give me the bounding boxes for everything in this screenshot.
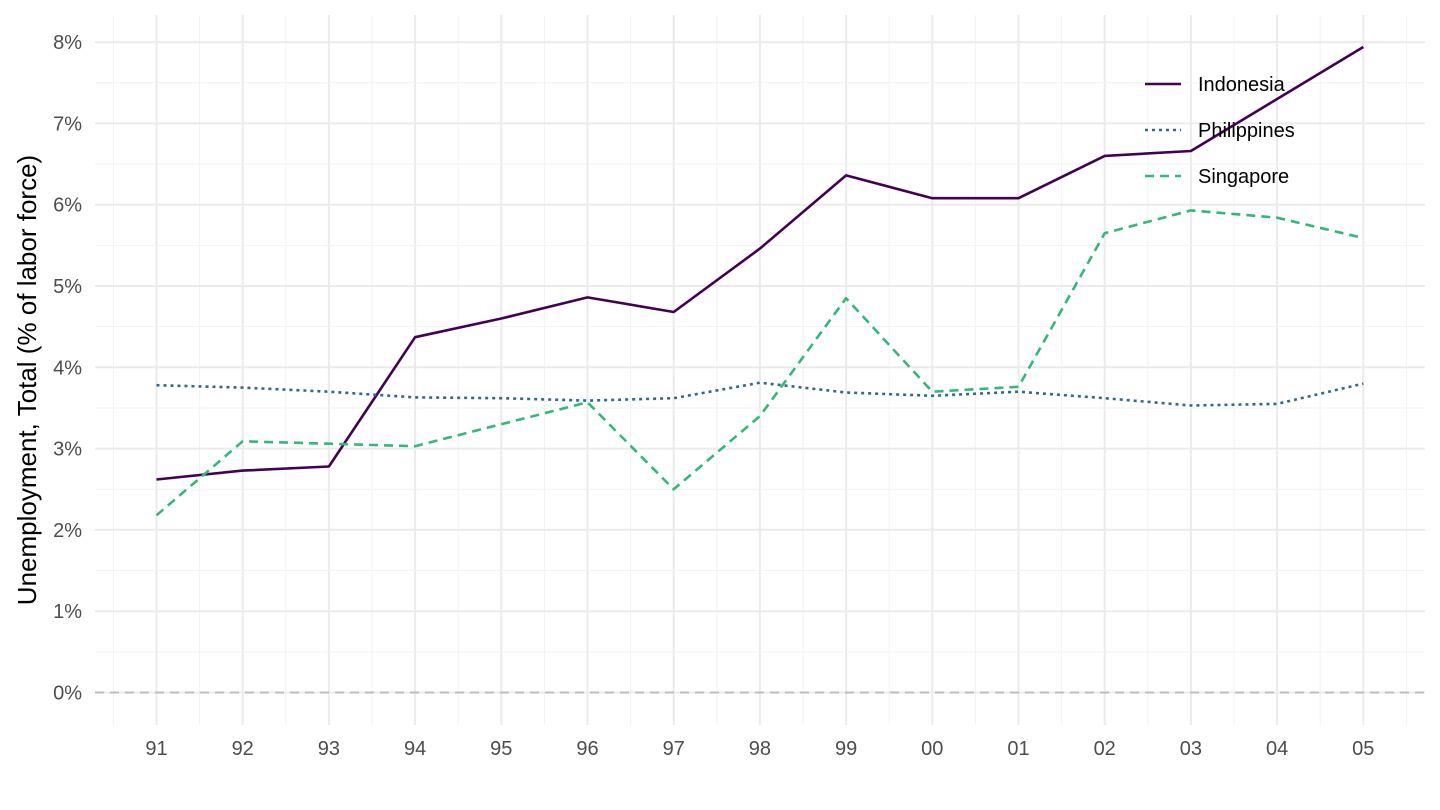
x-tick-label: 91	[145, 738, 167, 760]
x-tick-label: 92	[232, 738, 254, 760]
legend-label: Indonesia	[1198, 74, 1286, 96]
x-tick-label: 97	[663, 738, 685, 760]
y-tick-label: 2%	[53, 520, 82, 542]
y-tick-label: 4%	[53, 357, 82, 379]
y-tick-label: 1%	[53, 601, 82, 623]
grid	[95, 15, 1425, 725]
y-tick-label: 6%	[53, 195, 82, 217]
x-tick-label: 98	[749, 738, 771, 760]
series-line-indonesia	[156, 45, 1364, 481]
x-axis-tick-labels: 91 92 93 94 95 96 97 98 99 00 01 02 03 04 05	[145, 738, 1374, 760]
y-tick-label: 3%	[53, 439, 82, 461]
series-line-philippines	[156, 381, 1364, 407]
series-layer	[155, 45, 1364, 517]
legend: Indonesia Philippines Singapore	[1145, 74, 1295, 188]
x-tick-label: 95	[490, 738, 512, 760]
y-tick-label: 5%	[53, 276, 82, 298]
series-line-singapore	[155, 209, 1364, 517]
x-tick-label: 03	[1180, 738, 1202, 760]
y-tick-label: 7%	[53, 113, 82, 135]
y-tick-label: 0%	[53, 683, 82, 705]
x-tick-label: 96	[576, 738, 598, 760]
x-tick-label: 05	[1352, 738, 1374, 760]
x-tick-label: 94	[404, 738, 426, 760]
x-tick-label: 04	[1266, 738, 1288, 760]
x-tick-label: 02	[1094, 738, 1116, 760]
x-tick-label: 00	[921, 738, 943, 760]
y-tick-label: 8%	[53, 32, 82, 54]
legend-label: Singapore	[1198, 166, 1289, 188]
x-tick-label: 01	[1007, 738, 1029, 760]
legend-label: Philippines	[1198, 120, 1295, 142]
x-tick-label: 99	[835, 738, 857, 760]
x-tick-label: 93	[318, 738, 340, 760]
y-axis-title: Unemployment, Total (% of labor force)	[12, 155, 42, 605]
y-axis-tick-labels: 0% 1% 2% 3% 4% 5% 6% 7% 8%	[53, 32, 82, 704]
